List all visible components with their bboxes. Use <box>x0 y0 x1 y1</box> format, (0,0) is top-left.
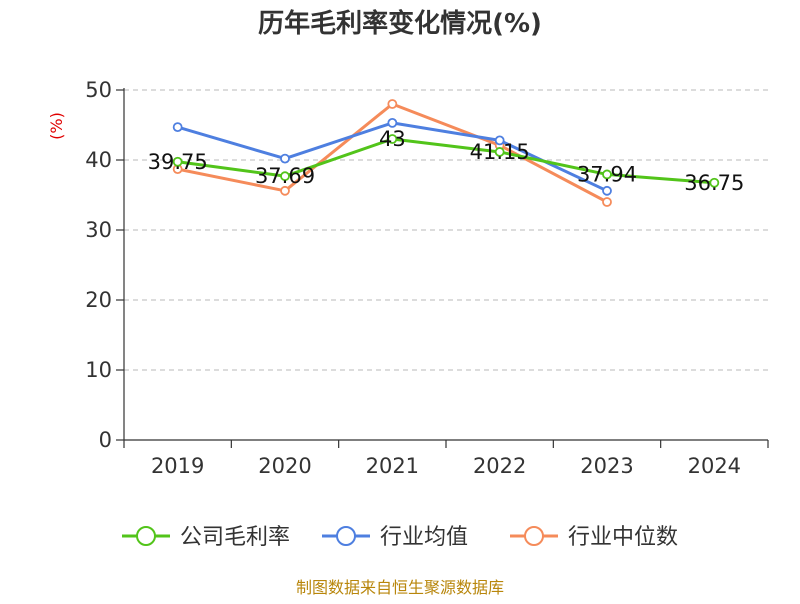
data-point <box>602 197 612 207</box>
data-point <box>172 122 183 132</box>
data-point <box>709 177 720 188</box>
y-tick-label: 40 <box>85 148 112 172</box>
data-label: 43 <box>379 127 406 151</box>
chart-title: 历年毛利率变化情况(%) <box>258 8 542 39</box>
legend-label: 公司毛利率 <box>180 525 290 550</box>
axes: 0 10 20 30 40 50 2019 2020 2021 2022 2023 2024 <box>85 78 769 478</box>
series-line <box>177 137 715 185</box>
legend[interactable]: 公司毛利率 行业均值 行业中位数 <box>122 525 678 550</box>
y-tick-label: 50 <box>85 78 112 102</box>
data-point <box>387 99 398 109</box>
data-point <box>280 153 290 164</box>
legend-marker <box>336 526 356 546</box>
legend-label: 行业中位数 <box>568 525 678 550</box>
data-label: 37.69 <box>255 164 315 188</box>
y-tick-label: 0 <box>99 428 112 452</box>
y-axis-label: (%) <box>47 112 66 140</box>
legend-marker <box>524 526 544 546</box>
data-label: 37.94 <box>577 162 637 186</box>
data-point <box>494 147 505 157</box>
data-point <box>280 185 290 196</box>
data-labels: 39.75 37.69 43 41.15 37.94 36.75 <box>148 127 745 195</box>
series-lines <box>172 99 720 207</box>
data-point <box>387 118 398 128</box>
y-tick-label: 30 <box>85 218 112 242</box>
y-tick-label: 20 <box>85 288 112 312</box>
data-point <box>172 156 183 167</box>
legend-marker <box>136 526 156 546</box>
data-point <box>387 134 398 144</box>
legend-item[interactable]: 公司毛利率 <box>122 525 290 550</box>
x-tick-label: 2020 <box>258 454 311 478</box>
data-label: 39.75 <box>148 150 208 174</box>
x-tick-label: 2022 <box>473 454 526 478</box>
legend-label: 行业均值 <box>380 525 468 550</box>
data-point <box>494 135 505 146</box>
x-tick-label: 2021 <box>366 454 419 478</box>
x-tick-label: 2024 <box>688 454 741 478</box>
data-point <box>280 171 290 182</box>
x-tick-label: 2023 <box>580 454 633 478</box>
legend-item[interactable]: 行业均值 <box>322 525 468 550</box>
data-label: 41.15 <box>470 140 530 164</box>
data-point <box>602 185 612 196</box>
source-note: 制图数据来自恒生聚源数据库 <box>296 578 504 597</box>
data-label: 36.75 <box>684 171 744 195</box>
y-tick-label: 10 <box>85 358 112 382</box>
legend-item[interactable]: 行业中位数 <box>510 525 678 550</box>
data-point <box>602 169 612 180</box>
x-tick-label: 2019 <box>151 454 204 478</box>
